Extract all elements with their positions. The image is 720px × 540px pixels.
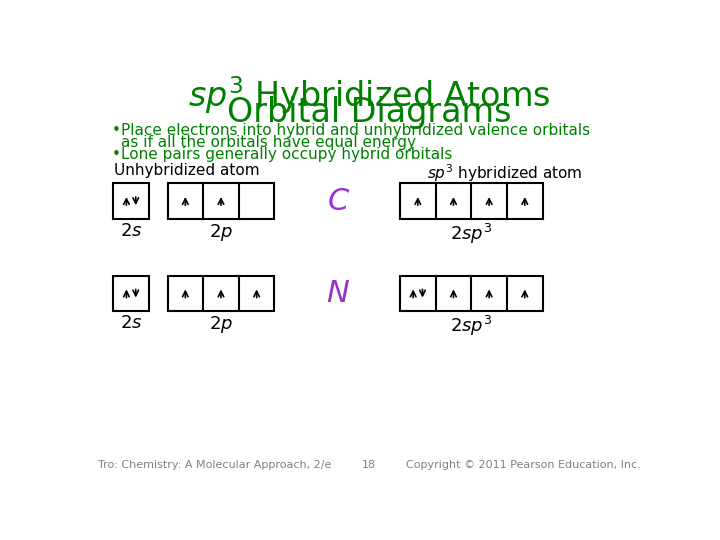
Text: $\it{sp}^3$ hybridized atom: $\it{sp}^3$ hybridized atom [427, 163, 582, 184]
Text: $2\it{p}$: $2\it{p}$ [209, 222, 233, 243]
Text: $2\it{s}$: $2\it{s}$ [120, 222, 143, 240]
Text: Copyright © 2011 Pearson Education, Inc.: Copyright © 2011 Pearson Education, Inc. [405, 460, 640, 470]
Text: N: N [327, 279, 349, 308]
Text: $2\it{s}$: $2\it{s}$ [120, 314, 143, 332]
Text: Tro: Chemistry: A Molecular Approach, 2/e: Tro: Chemistry: A Molecular Approach, 2/… [98, 460, 331, 470]
Bar [168, 276, 274, 311]
Bar [113, 184, 149, 219]
Bar [168, 184, 274, 219]
Text: Orbital Diagrams: Orbital Diagrams [227, 96, 511, 129]
Bar [400, 276, 543, 311]
Text: •: • [112, 123, 120, 138]
Text: $2\it{sp}^3$: $2\it{sp}^3$ [450, 222, 492, 246]
Text: as if all the orbitals have equal energy: as if all the orbitals have equal energy [121, 135, 416, 150]
Text: Place electrons into hybrid and unhybridized valence orbitals: Place electrons into hybrid and unhybrid… [121, 123, 590, 138]
Text: 18: 18 [362, 460, 376, 470]
Text: $2\it{p}$: $2\it{p}$ [209, 314, 233, 335]
Text: C: C [328, 187, 348, 215]
Text: Lone pairs generally occupy hybrid orbitals: Lone pairs generally occupy hybrid orbit… [121, 147, 452, 162]
Text: •: • [112, 147, 120, 162]
Bar [113, 276, 149, 311]
Text: $\it{sp}^3$ Hybridized Atoms: $\it{sp}^3$ Hybridized Atoms [188, 74, 550, 116]
Bar [400, 184, 543, 219]
Text: Unhybridized atom: Unhybridized atom [114, 163, 260, 178]
Text: $2\it{sp}^3$: $2\it{sp}^3$ [450, 314, 492, 339]
